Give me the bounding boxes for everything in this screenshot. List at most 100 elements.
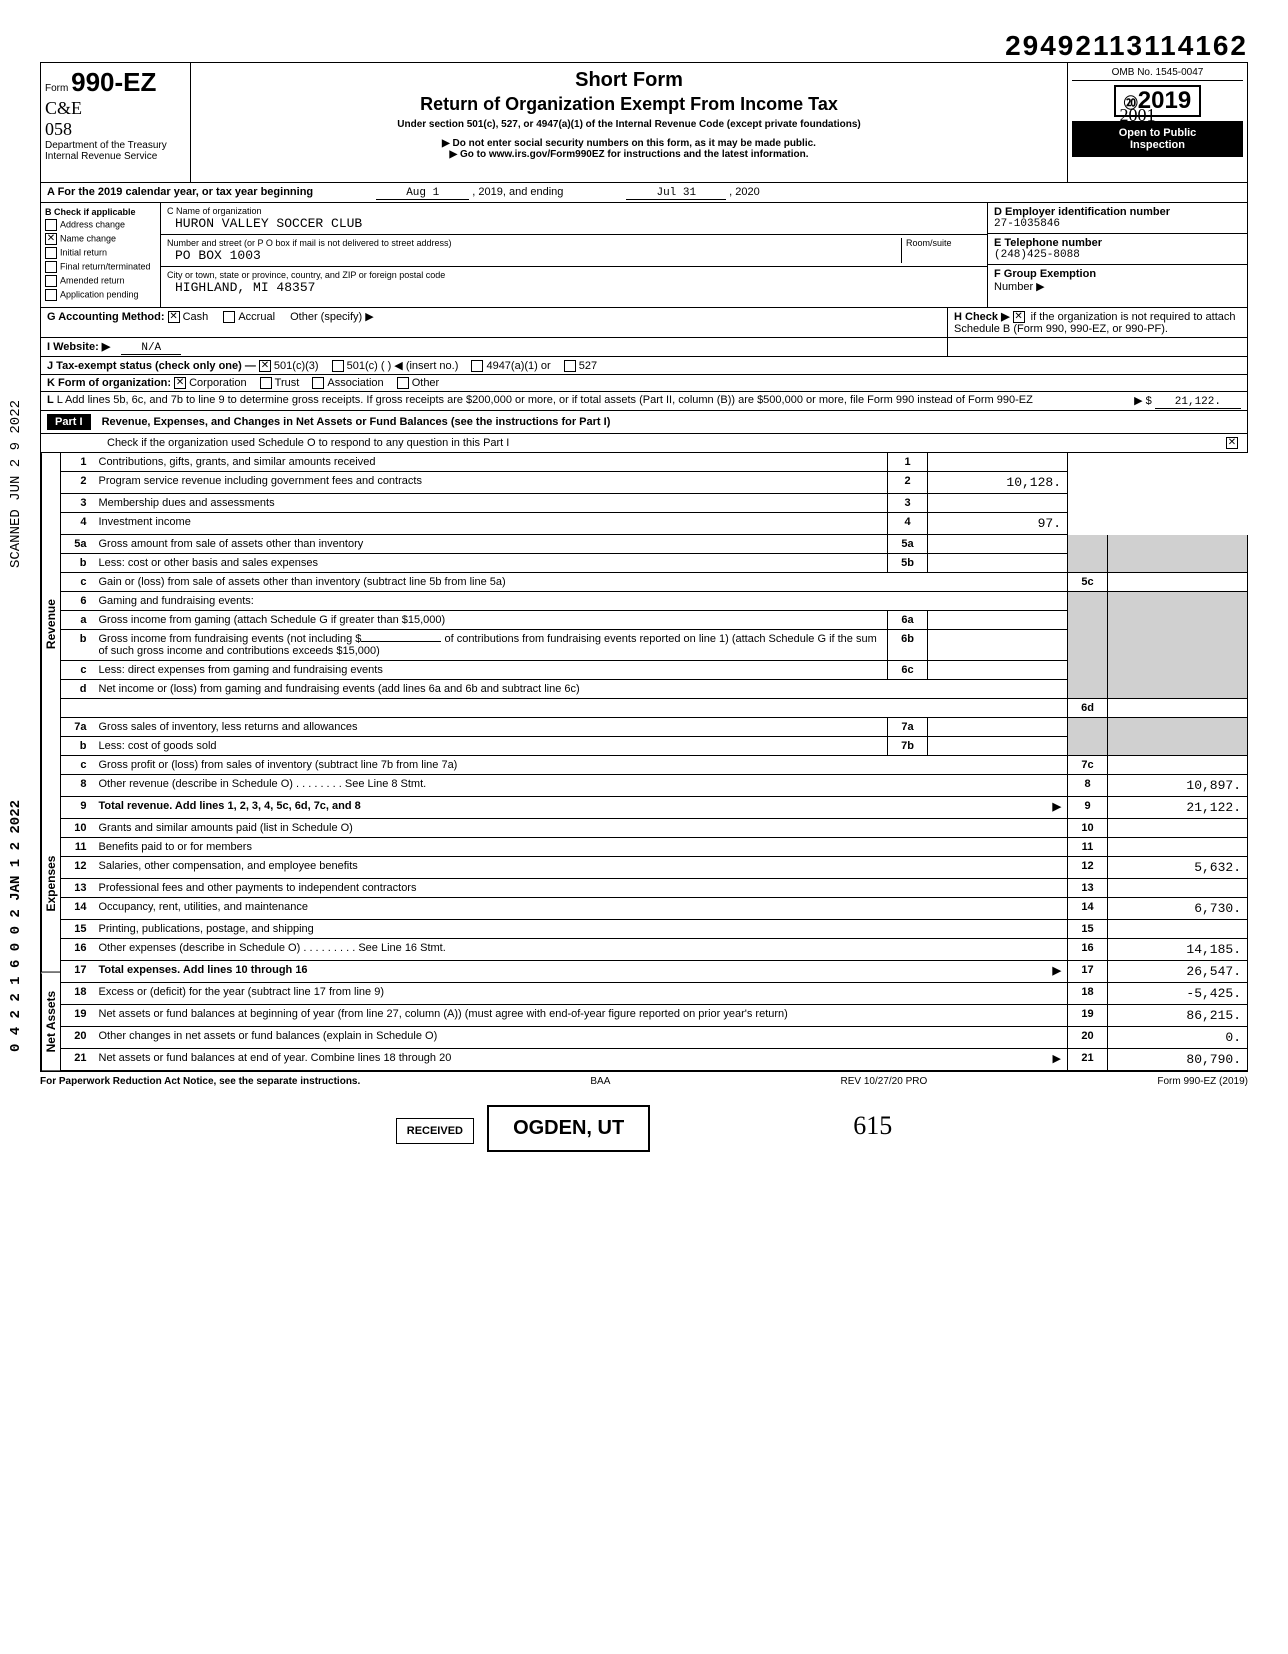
line-11-amt[interactable] [1108, 838, 1248, 857]
chk-application-pending[interactable]: Application pending [45, 289, 156, 301]
hand-615: 615 [853, 1111, 892, 1140]
line-2-amt[interactable]: 10,128. [928, 472, 1068, 494]
website-value[interactable]: N/A [121, 342, 181, 355]
c-label: C Name of organization [167, 206, 981, 216]
line-4-amt[interactable]: 97. [928, 513, 1068, 535]
line-17-amt[interactable]: 26,547. [1108, 961, 1248, 983]
line-8-amt[interactable]: 10,897. [1108, 775, 1248, 797]
chk-h[interactable] [1013, 311, 1025, 323]
footer-baa: BAA [590, 1076, 610, 1087]
line-6b-desc: Gross income from fundraising events (no… [93, 630, 888, 661]
form-title-block: Short Form Return of Organization Exempt… [191, 63, 1067, 182]
row-k: K Form of organization: Corporation Trus… [40, 375, 1248, 392]
line-3-amt[interactable] [928, 494, 1068, 513]
date-stamp: 0 4 2 2 1 6 0 0 2 JAN 1 2 2022 [8, 800, 24, 1052]
part1-title: Revenue, Expenses, and Changes in Net As… [102, 416, 611, 428]
line-19-amt[interactable]: 86,215. [1108, 1005, 1248, 1027]
chk-name-change[interactable]: Name change [45, 233, 156, 245]
stamp-area: RECEIVED OGDEN, UT 615 [40, 1095, 1248, 1162]
line-7c-amt[interactable] [1108, 756, 1248, 775]
line-20-desc: Other changes in net assets or fund bala… [93, 1027, 1068, 1049]
line-7a-desc: Gross sales of inventory, less returns a… [93, 718, 888, 737]
form-id-block: Form 990-EZ C&E 058 Department of the Tr… [41, 63, 191, 182]
line-21-amt[interactable]: 80,790. [1108, 1049, 1248, 1071]
ogden-stamp: OGDEN, UT [487, 1105, 650, 1152]
line-1-amt[interactable] [928, 453, 1068, 472]
line-18-amt[interactable]: -5,425. [1108, 983, 1248, 1005]
chk-part1-scho[interactable] [1226, 437, 1238, 449]
line-5b-amt[interactable] [928, 554, 1068, 573]
line-5c-amt[interactable] [1108, 573, 1248, 592]
line-9-amt[interactable]: 21,122. [1108, 797, 1248, 819]
row-gh: G Accounting Method: Cash Accrual Other … [40, 308, 1248, 338]
form-number: 990-EZ [71, 67, 156, 97]
short-form-label: Short Form [203, 69, 1055, 92]
line-16-amt[interactable]: 14,185. [1108, 939, 1248, 961]
chk-address-change[interactable]: Address change [45, 219, 156, 231]
chk-amended-return[interactable]: Amended return [45, 275, 156, 287]
line-5a-desc: Gross amount from sale of assets other t… [99, 538, 364, 550]
line-7b-amt[interactable] [928, 737, 1068, 756]
line-6c-amt[interactable] [928, 661, 1068, 680]
line-14-amt[interactable]: 6,730. [1108, 898, 1248, 920]
chk-trust[interactable] [260, 377, 272, 389]
form-header: Form 990-EZ C&E 058 Department of the Tr… [40, 62, 1248, 183]
l-amount[interactable]: 21,122. [1155, 396, 1241, 409]
city-label: City or town, state or province, country… [167, 270, 981, 280]
org-address[interactable]: PO BOX 1003 [175, 248, 901, 263]
chk-accrual[interactable] [223, 311, 235, 323]
line-12-amt[interactable]: 5,632. [1108, 857, 1248, 879]
line-10-amt[interactable] [1108, 819, 1248, 838]
line-6b-amt[interactable] [928, 630, 1068, 661]
row-j: J Tax-exempt status (check only one) — 5… [40, 357, 1248, 375]
chk-cash[interactable] [168, 311, 180, 323]
line-21-desc: Net assets or fund balances at end of ye… [99, 1052, 452, 1064]
g-other: Other (specify) ▶ [290, 311, 374, 323]
line-5a-amt[interactable] [928, 535, 1068, 554]
chk-final-return[interactable]: Final return/terminated [45, 261, 156, 273]
chk-other[interactable] [397, 377, 409, 389]
row-a-period: A For the 2019 calendar year, or tax yea… [40, 183, 1248, 203]
line-15-amt[interactable] [1108, 920, 1248, 939]
chk-4947[interactable] [471, 360, 483, 372]
addr-label: Number and street (or P O box if mail is… [167, 238, 901, 248]
line-6a-amt[interactable] [928, 611, 1068, 630]
g-label: G Accounting Method: [47, 311, 165, 323]
received-stamp: RECEIVED [407, 1125, 463, 1137]
org-city[interactable]: HIGHLAND, MI 48357 [175, 280, 981, 295]
line-17-desc: Total expenses. Add lines 10 through 16 [99, 964, 308, 976]
goto-url: ▶ Go to www.irs.gov/Form990EZ for instru… [203, 149, 1055, 160]
document-number: 294921131141​62 [40, 30, 1248, 62]
org-name[interactable]: HURON VALLEY SOCCER CLUB [175, 216, 981, 231]
chk-527[interactable] [564, 360, 576, 372]
line-20-amt[interactable]: 0. [1108, 1027, 1248, 1049]
line-13-amt[interactable] [1108, 879, 1248, 898]
ein-value[interactable]: 27-1035846 [994, 218, 1241, 230]
col-def: D Employer identification number 27-1035… [987, 203, 1247, 307]
period-begin[interactable]: Aug 1 [376, 187, 469, 200]
line-6-desc: Gaming and fundraising events: [93, 592, 1068, 611]
form-subtitle: Under section 501(c), 527, or 4947(a)(1)… [203, 119, 1055, 130]
side-revenue: Revenue [41, 453, 60, 796]
omb-number: OMB No. 1545-0047 [1072, 67, 1243, 81]
line-4-desc: Investment income [93, 513, 888, 535]
line-6d-amt[interactable] [1108, 699, 1248, 718]
chk-501c[interactable] [332, 360, 344, 372]
chk-501c3[interactable] [259, 360, 271, 372]
side-expenses: Expenses [41, 796, 60, 973]
i-label: I Website: ▶ [47, 341, 110, 353]
chk-assoc[interactable] [312, 377, 324, 389]
phone-value[interactable]: (248)425-8088 [994, 249, 1241, 261]
chk-initial-return[interactable]: Initial return [45, 247, 156, 259]
part1-check-text: Check if the organization used Schedule … [107, 437, 509, 449]
e-label: E Telephone number [994, 237, 1241, 249]
chk-corp[interactable] [174, 377, 186, 389]
line-7a-amt[interactable] [928, 718, 1068, 737]
period-end-month[interactable]: Jul 31 [626, 187, 726, 200]
form-title: Return of Organization Exempt From Incom… [203, 94, 1055, 115]
hand-annotation-ce: C&E [45, 98, 82, 118]
footer-left: For Paperwork Reduction Act Notice, see … [40, 1076, 360, 1087]
line-6d-desc: Net income or (loss) from gaming and fun… [93, 680, 1068, 699]
line-5c-desc: Gain or (loss) from sale of assets other… [93, 573, 1068, 592]
line-2-desc: Program service revenue including govern… [93, 472, 888, 494]
